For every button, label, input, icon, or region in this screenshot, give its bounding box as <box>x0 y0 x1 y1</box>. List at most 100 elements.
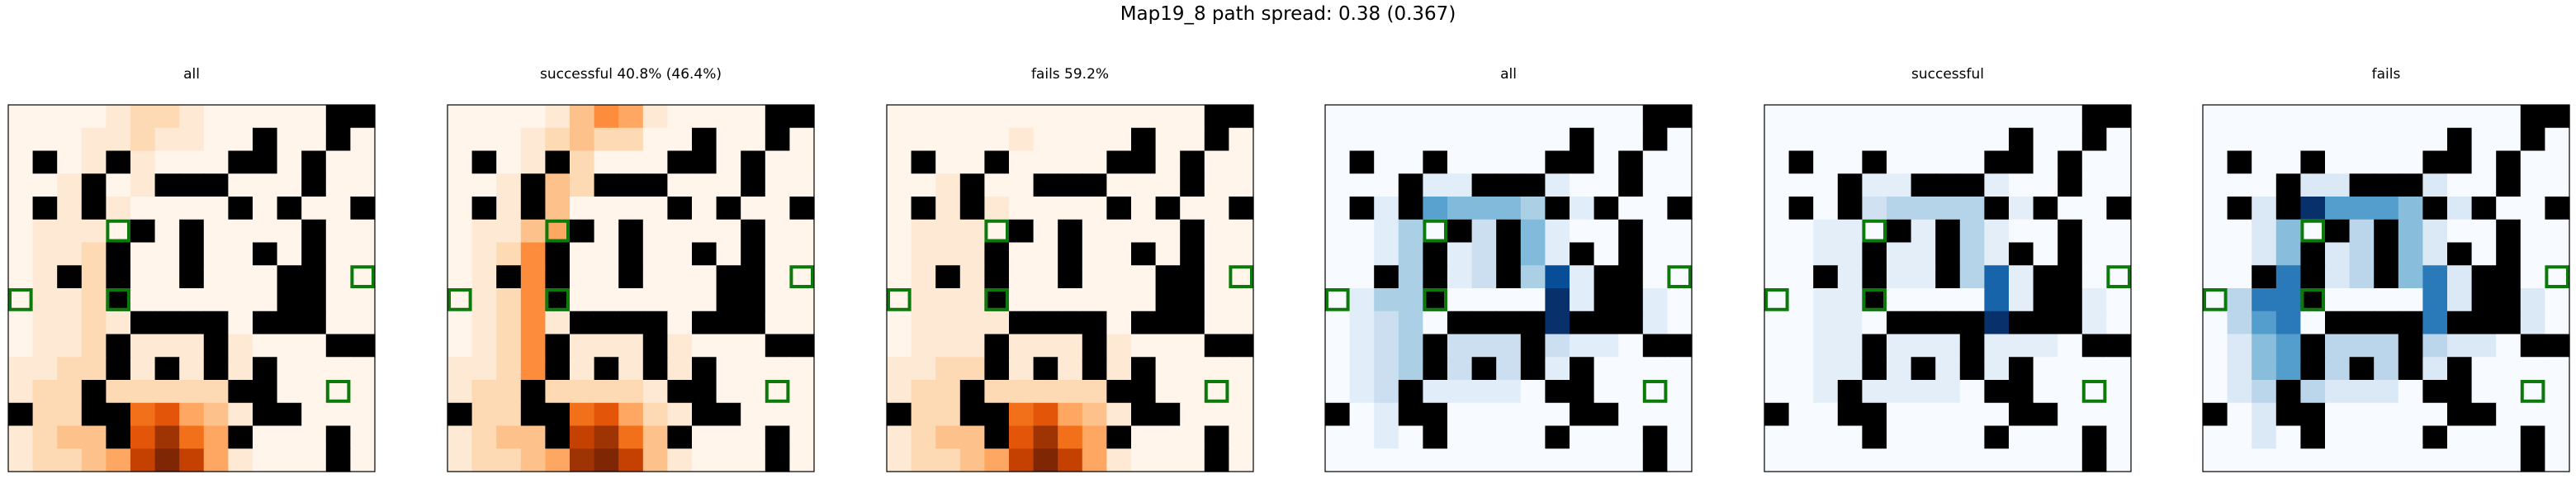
heat-cell <box>984 380 1010 404</box>
wall-cell <box>1155 197 1181 221</box>
heat-cell <box>2374 402 2399 427</box>
heat-cell <box>1618 334 1644 358</box>
wall-cell <box>692 150 717 174</box>
wall-cell <box>253 127 278 152</box>
heat-cell <box>203 425 229 449</box>
wall-cell <box>1204 334 1229 358</box>
heat-cell <box>496 197 522 221</box>
heat-cell <box>959 311 985 335</box>
heat-cell <box>1618 402 1644 427</box>
heat-cell <box>277 357 302 381</box>
heat-cell <box>1374 402 1399 427</box>
heat-cell <box>1642 197 1668 221</box>
heat-cell <box>1423 311 1448 335</box>
wall-cell <box>741 288 766 312</box>
wall-cell <box>203 311 229 335</box>
heat-cell <box>57 448 83 472</box>
panel-frame <box>1764 104 2132 472</box>
heat-cell <box>1788 173 1814 197</box>
heat-cell <box>325 311 351 335</box>
heat-cell <box>154 127 180 152</box>
heat-cell <box>1593 380 1619 404</box>
heat-cell <box>545 380 571 404</box>
wall-cell <box>1423 150 1448 174</box>
heat-cell <box>1204 173 1229 197</box>
wall-cell <box>1837 197 1863 221</box>
wall-cell <box>2496 242 2522 266</box>
target-marker <box>1423 219 1448 243</box>
heat-cell <box>2033 334 2058 358</box>
wall-cell <box>2447 311 2473 335</box>
heat-cell <box>1155 127 1181 152</box>
heat-cell <box>253 219 278 244</box>
heat-cell <box>1082 448 1107 472</box>
heat-cell <box>2520 219 2545 244</box>
heat-cell <box>81 150 107 174</box>
heat-cell <box>1082 127 1107 152</box>
wall-cell <box>301 311 327 335</box>
wall-cell <box>1204 105 1229 129</box>
heat-cell <box>2374 425 2399 449</box>
heat-cell <box>253 288 278 312</box>
heat-cell <box>1911 425 1936 449</box>
heat-cell <box>301 197 327 221</box>
panel-5-title: successful <box>1911 66 1984 83</box>
wall-cell <box>1520 311 1546 335</box>
target-marker <box>350 265 375 288</box>
heat-cell <box>1667 311 1693 335</box>
heat-cell <box>1229 265 1254 289</box>
heat-cell <box>496 357 522 381</box>
wall-cell <box>277 288 302 312</box>
heat-cell <box>1520 219 1546 244</box>
heat-cell <box>1325 173 1351 197</box>
heat-cell <box>570 127 595 152</box>
heat-cell <box>1374 173 1399 197</box>
heat-cell <box>2471 173 2497 197</box>
heat-cell <box>1887 425 1912 449</box>
heat-cell <box>1398 219 1423 244</box>
heat-cell <box>350 242 376 266</box>
wall-cell <box>1229 105 1254 129</box>
heat-cell <box>1033 242 1058 266</box>
heat-cell <box>2325 425 2351 449</box>
heat-cell <box>1667 173 1693 197</box>
wall-cell <box>1593 288 1619 312</box>
heat-cell <box>1984 105 2010 129</box>
heat-cell <box>1593 334 1619 358</box>
heat-cell <box>203 448 229 472</box>
wall-cell <box>471 150 497 174</box>
heat-cell <box>2252 448 2277 472</box>
heat-cell <box>2009 197 2034 221</box>
wall-cell <box>350 197 376 221</box>
heat-cell <box>325 173 351 197</box>
wall-cell <box>106 425 131 449</box>
wall-cell <box>325 425 351 449</box>
heat-cell <box>32 425 58 449</box>
wall-cell <box>1545 197 1570 221</box>
heat-cell <box>2033 380 2058 404</box>
heat-cell <box>789 265 815 289</box>
heat-cell <box>594 197 619 221</box>
wall-cell <box>2374 173 2399 197</box>
heat-cell <box>1593 127 1619 152</box>
wall-cell <box>179 173 205 197</box>
heat-cell <box>2325 265 2351 289</box>
wall-cell <box>1082 357 1107 381</box>
wall-cell <box>716 288 741 312</box>
wall-cell <box>789 334 815 358</box>
heat-cell <box>935 402 961 427</box>
wall-cell <box>1642 425 1668 449</box>
wall-cell <box>1496 173 1522 197</box>
heat-cell <box>1764 448 1790 472</box>
wall-cell <box>1545 380 1570 404</box>
heat-cell <box>32 448 58 472</box>
heat-cell <box>642 288 668 312</box>
heat-cell <box>1496 448 1522 472</box>
wall-cell <box>1131 127 1157 152</box>
heat-cell <box>228 402 253 427</box>
heat-cell <box>789 311 815 335</box>
heat-cell <box>1788 265 1814 289</box>
wall-cell <box>1058 311 1083 335</box>
heat-cell <box>2471 127 2497 152</box>
target-marker <box>106 219 130 243</box>
